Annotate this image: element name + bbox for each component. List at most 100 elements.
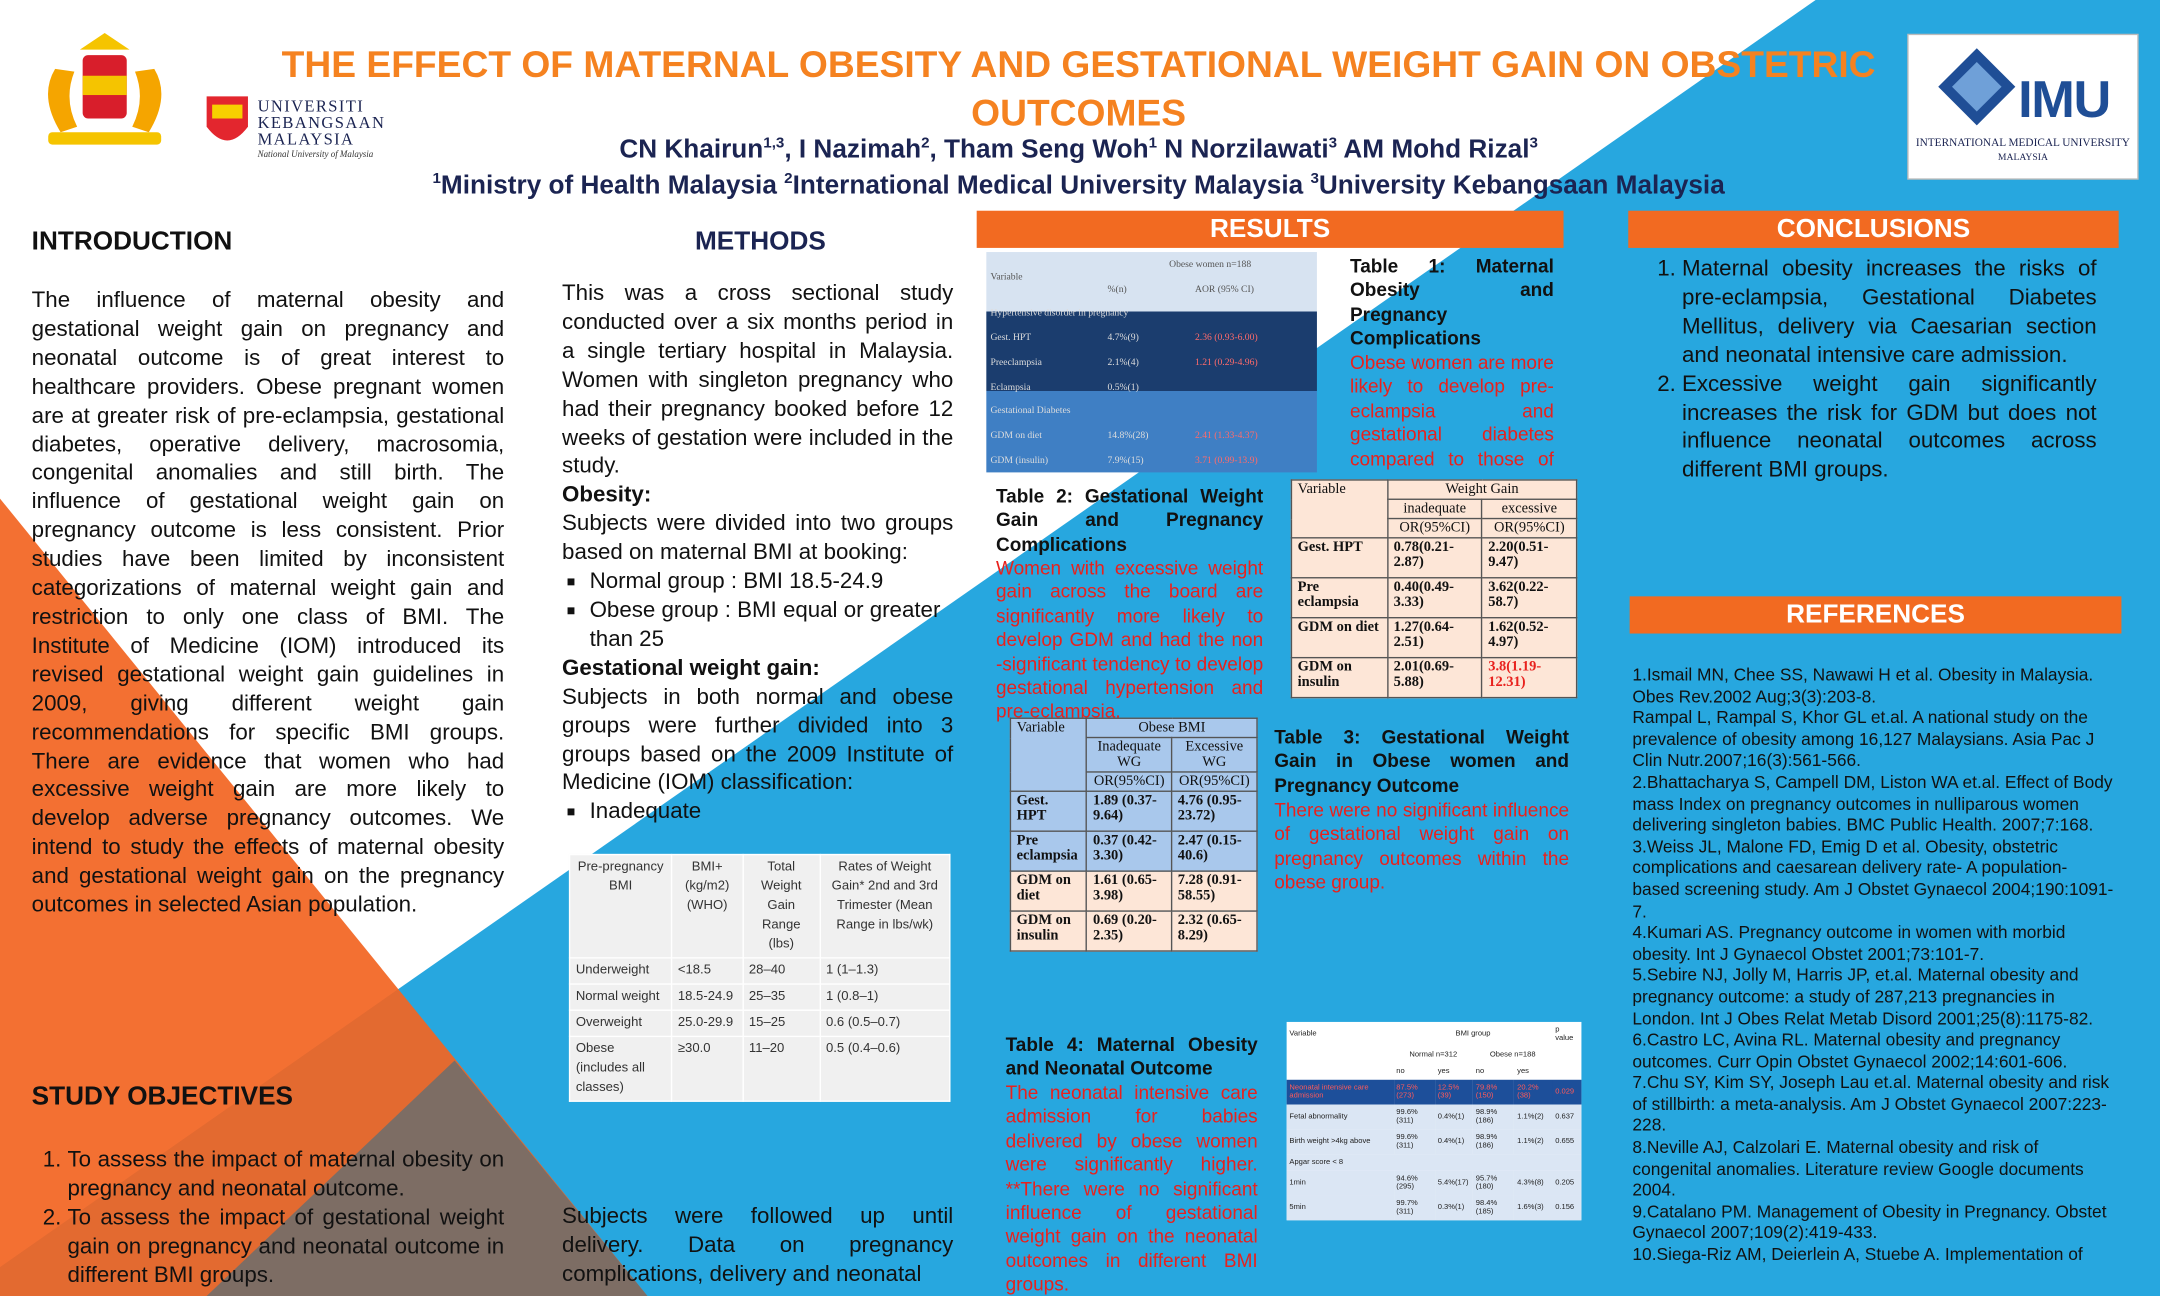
author-name: AM Mohd Rizal xyxy=(1337,135,1530,165)
table-cell: 94.6%(295) xyxy=(1393,1170,1435,1196)
table-header-cell: Obese women n=188 xyxy=(1169,258,1252,270)
table-cell: Gest. HPT xyxy=(990,332,1032,344)
table-cell: 0.3%(1) xyxy=(1434,1195,1473,1221)
table-cell: Gest. HPT xyxy=(1290,537,1389,579)
table-header-row: Variable Obese women n=188 xyxy=(986,252,1317,282)
table-row: Neonatal intensive care admission 87.5%(2… xyxy=(1286,1079,1582,1105)
methods-text: This was a cross sectional study conduct… xyxy=(562,280,953,827)
table-cell: Preeclampsia xyxy=(990,356,1042,368)
ukm-name-line: KEBANGSAAN xyxy=(257,112,386,133)
table-cell: Underweight xyxy=(568,957,673,985)
table-header-row: Normal n=312 Obese n=188 xyxy=(1287,1047,1582,1064)
ukm-tagline: National University of Malaysia xyxy=(257,150,374,160)
table-header-cell: AOR (95% CI) xyxy=(1194,283,1254,295)
table-cell: 25–35 xyxy=(742,983,821,1011)
table-cell: 0.156 xyxy=(1552,1195,1582,1221)
table-cell xyxy=(1287,1063,1394,1080)
table-cell: 99.6%(311) xyxy=(1393,1104,1435,1130)
affiliation-sup: 1 xyxy=(432,170,441,188)
table-cell: 4.3%(8) xyxy=(1514,1170,1553,1196)
table-header-row: no yes no yes xyxy=(1287,1063,1582,1080)
table-cell: 1.1%(2) xyxy=(1514,1104,1553,1130)
section-bar: RESULTS xyxy=(976,210,1564,248)
table-header-cell: Excessive WG xyxy=(1170,736,1258,773)
affiliation-sup: 3 xyxy=(1310,170,1319,188)
table-header-cell: excessive xyxy=(1481,498,1578,520)
table-header-cell: Variable xyxy=(1290,479,1389,539)
table-cell: 98.4%(185) xyxy=(1472,1195,1515,1221)
table-row: Gest. HPT 1.89 (0.37-9.64) 4.76 (0.95-23.7… xyxy=(1009,790,1258,832)
table-row: Obese (includes all classes) ≥30.0 11–20 0.… xyxy=(568,1035,951,1102)
reference: 5.Sebire NJ, Jolly M, Harris JP, et.al. … xyxy=(1632,965,2094,1029)
table-cell: Neonatal intensive care admission xyxy=(1286,1079,1394,1105)
section-heading: INTRODUCTION xyxy=(31,227,233,257)
table-cell: Normal weight xyxy=(568,983,673,1011)
table-row: 5min 99.7%(311) 0.3%(1) 98.4%(185) 1.6%(3) 0.… xyxy=(1286,1195,1582,1221)
table-cell: 0.637 xyxy=(1552,1104,1582,1130)
reference: 3.Weiss JL, Malone FD, Emig D et al. Obe… xyxy=(1632,837,2114,921)
table-header-cell: yes xyxy=(1437,1067,1450,1076)
table-cell: 2.41 (1.33-4.37) xyxy=(1194,430,1258,442)
table-text: Obese women are more likely to develop p… xyxy=(1349,352,1554,470)
table-cell: Apgar score < 8 xyxy=(1286,1154,1582,1171)
section-heading: STUDY OBJECTIVES xyxy=(31,1082,294,1112)
table-cell: 0.4%(1) xyxy=(1434,1129,1473,1155)
author-sup: 1 xyxy=(1148,134,1158,152)
table-cell: 1 (0.8–1) xyxy=(819,983,951,1011)
table-cell: 1.62(0.52-4.97) xyxy=(1481,617,1578,659)
table-row: GDM on diet 14.8%(28) 2.41 (1.33-4.37) xyxy=(986,423,1317,447)
table-header-cell: Total Weight Gain Range (lbs) xyxy=(742,853,821,959)
author-sup: 1,3 xyxy=(763,134,785,152)
conclusion-list: Maternal obesity increases the risks of … xyxy=(1646,255,2097,485)
table-row: Underweight <18.5 28–40 1 (1–1.3) xyxy=(568,957,951,985)
table-cell: 1.6%(3) xyxy=(1514,1195,1553,1221)
table-header-cell: Obese n=188 xyxy=(1489,1050,1536,1060)
table-header-cell: Obese BMI xyxy=(1086,717,1258,739)
table-cell: 1 (1–1.3) xyxy=(819,957,951,985)
reference: 6.Castro LC, Avina RL. Maternal obesity … xyxy=(1632,1030,2068,1072)
imu-name: INTERNATIONAL MEDICAL UNIVERSITY xyxy=(1915,136,2130,149)
table-header-cell: no xyxy=(1475,1067,1485,1076)
table-cell: 18.5-24.9 xyxy=(670,983,744,1011)
table-header-row: %(n) AOR (95% CI) xyxy=(986,277,1317,301)
table-header-cell: OR(95%CI) xyxy=(1386,517,1483,539)
table3: Variable Obese BMI Inadequate WG Excessive … xyxy=(1009,717,1258,952)
table1-bg: Variable Obese women n=188 %(n) AOR (95% CI… xyxy=(986,252,1317,473)
paragraph: Subjects were followed up until delivery… xyxy=(562,1203,954,1287)
table-cell: Hypertensive disorder in pregnancy xyxy=(990,307,1129,319)
table-header-row: Variable BMI group p value xyxy=(1287,1022,1582,1047)
table-cell: 5min xyxy=(1286,1195,1394,1221)
table-header-row: Variable Weight Gain xyxy=(1290,479,1578,539)
table-cell: 3.71 (0.99-13.9) xyxy=(1194,454,1258,466)
affiliation: University Kebangsaan Malaysia xyxy=(1318,171,1725,201)
table-row: Gest. HPT 0.78(0.21-2.87) 2.20(0.51-9.47) xyxy=(1290,537,1578,579)
table-caption: Table 1: Maternal Obesity and Pregnancy … xyxy=(1349,256,1554,349)
table-cell: GDM (insulin) xyxy=(990,454,1049,466)
paragraph: The influence of maternal obesity and ge… xyxy=(31,287,505,918)
ukm-name: UNIVERSITI KEBANGSAAN MALAYSIA xyxy=(258,98,386,148)
table-cell: 87.5%(273) xyxy=(1393,1079,1435,1105)
affiliation: International Medical University Malaysi… xyxy=(792,171,1311,201)
table-cell: 1.21 (0.29-4.96) xyxy=(1194,356,1258,368)
table-cell: 28–40 xyxy=(742,957,821,985)
table-row: Fetal abnormality 99.6%(311) 0.4%(1) 98.9%(… xyxy=(1286,1104,1582,1130)
table-cell: 2.32 (0.65-8.29) xyxy=(1170,910,1258,952)
table-cell: 2.36 (0.93-6.00) xyxy=(1194,332,1258,344)
author-name: , Tham Seng Woh xyxy=(929,135,1149,165)
table4: Variable BMI group p value Normal n=312 Obes… xyxy=(1286,1021,1582,1221)
table-cell: 15–25 xyxy=(742,1009,821,1038)
reference: 7.Chu SY, Kim SY, Joseph Lau et.al. Mate… xyxy=(1632,1073,2110,1136)
subheading: Gestational weight gain: xyxy=(562,655,820,681)
conclusion: Excessive weight gain significantly incr… xyxy=(1682,370,2097,485)
author-name: , I Nazimah xyxy=(784,135,922,165)
table-caption: Table 2: Gestational Weight Gain and Pre… xyxy=(995,486,1264,555)
imu-logo-box xyxy=(1907,33,2139,180)
imu-country: MALAYSIA xyxy=(1997,151,2048,163)
table-cell: Fetal abnormality xyxy=(1286,1104,1394,1130)
table-cell: <18.5 xyxy=(670,957,744,985)
table-cell: 2.01(0.69-5.88) xyxy=(1386,656,1483,699)
table-header-cell: Rates of Weight Gain* 2nd and 3rd Trimes… xyxy=(819,853,951,959)
table-text: Women with excessive weight gain across … xyxy=(995,557,1264,723)
table-cell: 5.4%(17) xyxy=(1434,1170,1473,1196)
